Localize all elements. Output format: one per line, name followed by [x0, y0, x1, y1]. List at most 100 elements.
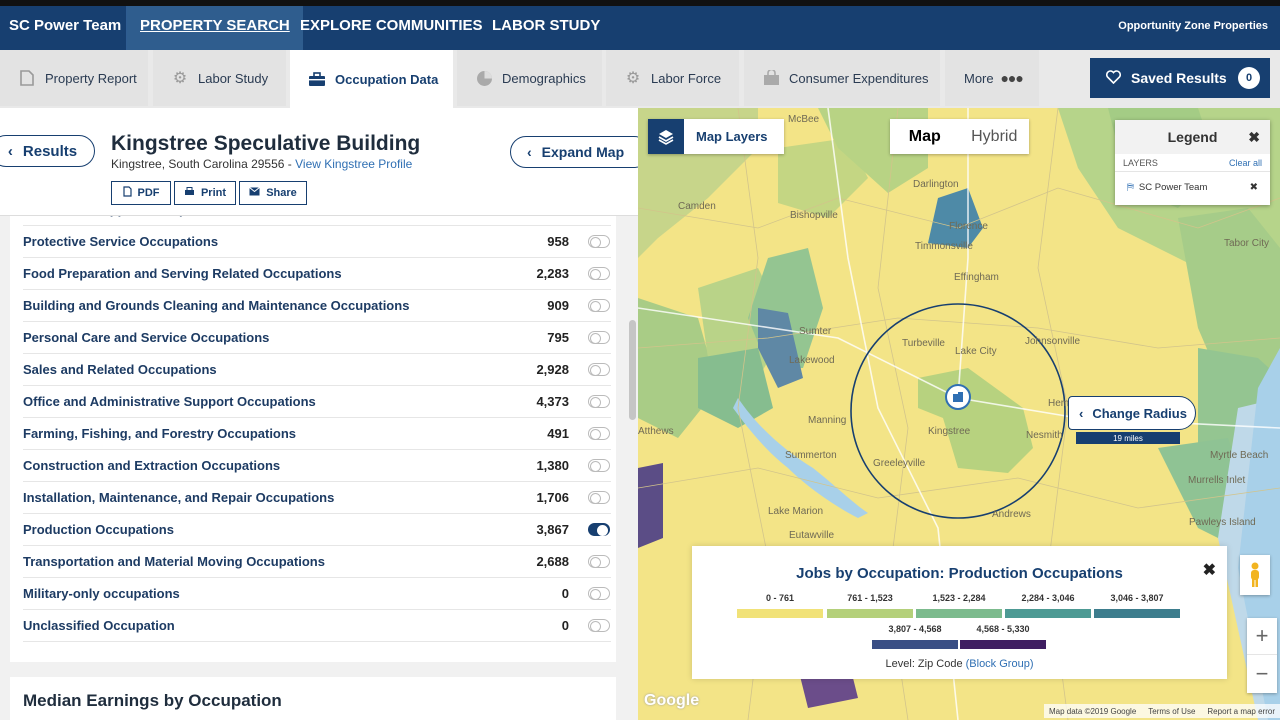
bin-label: 4,568 - 5,330: [976, 624, 1030, 634]
bin-label: 2,284 - 3,046: [1021, 593, 1075, 603]
pdf-button[interactable]: PDF: [111, 181, 171, 205]
legend-bin: 3,046 - 3,807: [1094, 593, 1180, 618]
change-radius-button[interactable]: ‹ Change Radius: [1068, 396, 1196, 430]
tab-occupation-data[interactable]: Occupation Data: [290, 50, 453, 108]
legend-layer-item: ⛿ SC Power Team ✖: [1115, 172, 1270, 202]
bin-swatch: [916, 609, 1002, 618]
tab-consumer-expenditures[interactable]: Consumer Expenditures: [744, 50, 940, 106]
tab-labor-study[interactable]: ⚙ Labor Study: [153, 50, 286, 106]
map-view[interactable]: McBee Darlington Camden Bishopville Florence…: [638, 108, 1280, 720]
property-location: Kingstree, South Carolina 29556 - View K…: [111, 157, 412, 171]
median-earnings-section: Median Earnings by Occupation: [10, 677, 616, 720]
chevron-left-icon: ‹: [527, 144, 532, 160]
chevron-left-icon: ‹: [1079, 405, 1084, 421]
occupation-toggle[interactable]: [588, 459, 610, 472]
occupation-toggle[interactable]: [588, 427, 610, 440]
occupation-name: Construction and Extraction Occupations: [23, 458, 281, 473]
share-button[interactable]: Share: [239, 181, 307, 205]
tab-label: Consumer Expenditures: [789, 70, 929, 86]
map-place-label: Timmonsville: [915, 241, 973, 252]
terms-link[interactable]: Terms of Use: [1148, 706, 1196, 716]
occupation-toggle[interactable]: [588, 619, 610, 632]
close-icon[interactable]: ✖: [1202, 562, 1216, 579]
occupation-name: Military-only occupations: [23, 586, 180, 601]
bin-swatch: [1094, 609, 1180, 618]
google-logo: Google: [644, 692, 700, 709]
legend-bin: 1,523 - 2,284: [916, 593, 1002, 618]
gears-icon: ⚙: [625, 70, 641, 87]
occupation-toggle[interactable]: [588, 523, 610, 536]
pdf-label: PDF: [137, 187, 160, 199]
scrollbar[interactable]: [629, 320, 636, 420]
map-place-label: Eutawville: [789, 530, 835, 541]
bin-swatch: [737, 609, 823, 618]
occupation-toggle[interactable]: [588, 299, 610, 312]
tab-demographics[interactable]: Demographics: [457, 50, 602, 106]
map-place-label: Murrells Inlet: [1188, 475, 1246, 486]
tab-more[interactable]: More ●●●: [945, 50, 1039, 106]
occupation-toggle[interactable]: [588, 363, 610, 376]
occupation-name: Office and Administrative Support Occupa…: [23, 394, 316, 409]
expand-map-button[interactable]: ‹ Expand Map: [510, 136, 638, 168]
occupation-toggle[interactable]: [588, 235, 610, 248]
occupation-toggle[interactable]: [588, 331, 610, 344]
occupation-value: 1,380: [536, 458, 569, 473]
close-icon[interactable]: ✖: [1248, 128, 1260, 145]
saved-results-button[interactable]: Saved Results 0: [1090, 58, 1270, 98]
bin-swatch: [872, 640, 958, 649]
occupation-row: Food Preparation and Serving Related Occ…: [23, 258, 611, 290]
map-attribution: Map data ©2019 Google Terms of Use Repor…: [1043, 704, 1280, 718]
occupation-toggle[interactable]: [588, 491, 610, 504]
nav-explore-communities[interactable]: EXPLORE COMMUNITIES: [300, 17, 483, 34]
map-layers-label: Map Layers: [696, 129, 768, 144]
occupation-row: Building and Grounds Cleaning and Mainte…: [23, 290, 611, 322]
back-to-results-button[interactable]: ‹ Results: [0, 135, 95, 167]
ellipsis-icon: ●●●: [1000, 70, 1023, 86]
occupation-value: 3,867: [536, 522, 569, 537]
map-place-label: Florence: [949, 221, 988, 232]
pie-chart-icon: [475, 69, 493, 87]
occupation-value: 2,928: [536, 362, 569, 377]
brand-logo[interactable]: SC Power Team: [0, 6, 127, 50]
report-error-link[interactable]: Report a map error: [1207, 706, 1275, 716]
zoom-out-button[interactable]: −: [1255, 660, 1269, 686]
print-label: Print: [200, 187, 227, 199]
occupation-toggle[interactable]: [588, 555, 610, 568]
map-place-label: Atthews: [638, 426, 674, 437]
print-button[interactable]: Print: [174, 181, 236, 205]
legend-header: Legend ✖: [1115, 120, 1270, 154]
clear-all-link[interactable]: Clear all: [1228, 157, 1262, 168]
layers-row: LAYERS Clear all: [1115, 154, 1270, 172]
occupation-toggle[interactable]: [588, 395, 610, 408]
block-group-link[interactable]: (Block Group): [965, 658, 1034, 670]
map-layers-button[interactable]: Map Layers: [648, 119, 784, 154]
tab-property-report[interactable]: Property Report: [0, 50, 148, 106]
envelope-icon: [249, 187, 261, 199]
remove-layer-icon[interactable]: ✖: [1249, 181, 1258, 193]
tab-label: Labor Force: [651, 70, 722, 86]
view-profile-link[interactable]: View Kingstree Profile: [295, 157, 413, 171]
property-marker-icon[interactable]: [945, 384, 971, 410]
nav-property-search[interactable]: PROPERTY SEARCH: [127, 6, 303, 50]
map-type-hybrid[interactable]: Hybrid: [971, 127, 1018, 145]
tab-labor-force[interactable]: ⚙ Labor Force: [606, 50, 739, 106]
map-type-map[interactable]: Map: [908, 127, 941, 145]
occupation-row: Protective Service Occupations 958: [23, 226, 611, 258]
zoom-in-button[interactable]: +: [1247, 618, 1277, 655]
legend-panel: Legend ✖ LAYERS Clear all ⛿ SC Power Tea…: [1115, 120, 1270, 205]
occupation-row: Transportation and Material Moving Occup…: [23, 546, 611, 578]
briefcase-icon: [308, 70, 326, 88]
expand-map-label: Expand Map: [541, 144, 625, 160]
occupation-toggle[interactable]: [588, 587, 610, 600]
level-label: Level: Zip Code: [885, 658, 963, 670]
occupation-toggle[interactable]: [588, 267, 610, 280]
legend-bin: 761 - 1,523: [827, 593, 913, 618]
layers-header: LAYERS: [1123, 157, 1158, 168]
legend-layer-label: SC Power Team: [1138, 181, 1208, 193]
bin-label: 3,046 - 3,807: [1110, 593, 1164, 603]
street-view-pegman-icon[interactable]: [1240, 555, 1270, 595]
opportunity-zone-link[interactable]: Opportunity Zone Properties: [1118, 20, 1268, 32]
saved-results-label: Saved Results: [1131, 70, 1227, 86]
nav-labor-study[interactable]: LABOR STUDY: [492, 17, 601, 34]
occupation-name: Unclassified Occupation: [23, 618, 175, 633]
